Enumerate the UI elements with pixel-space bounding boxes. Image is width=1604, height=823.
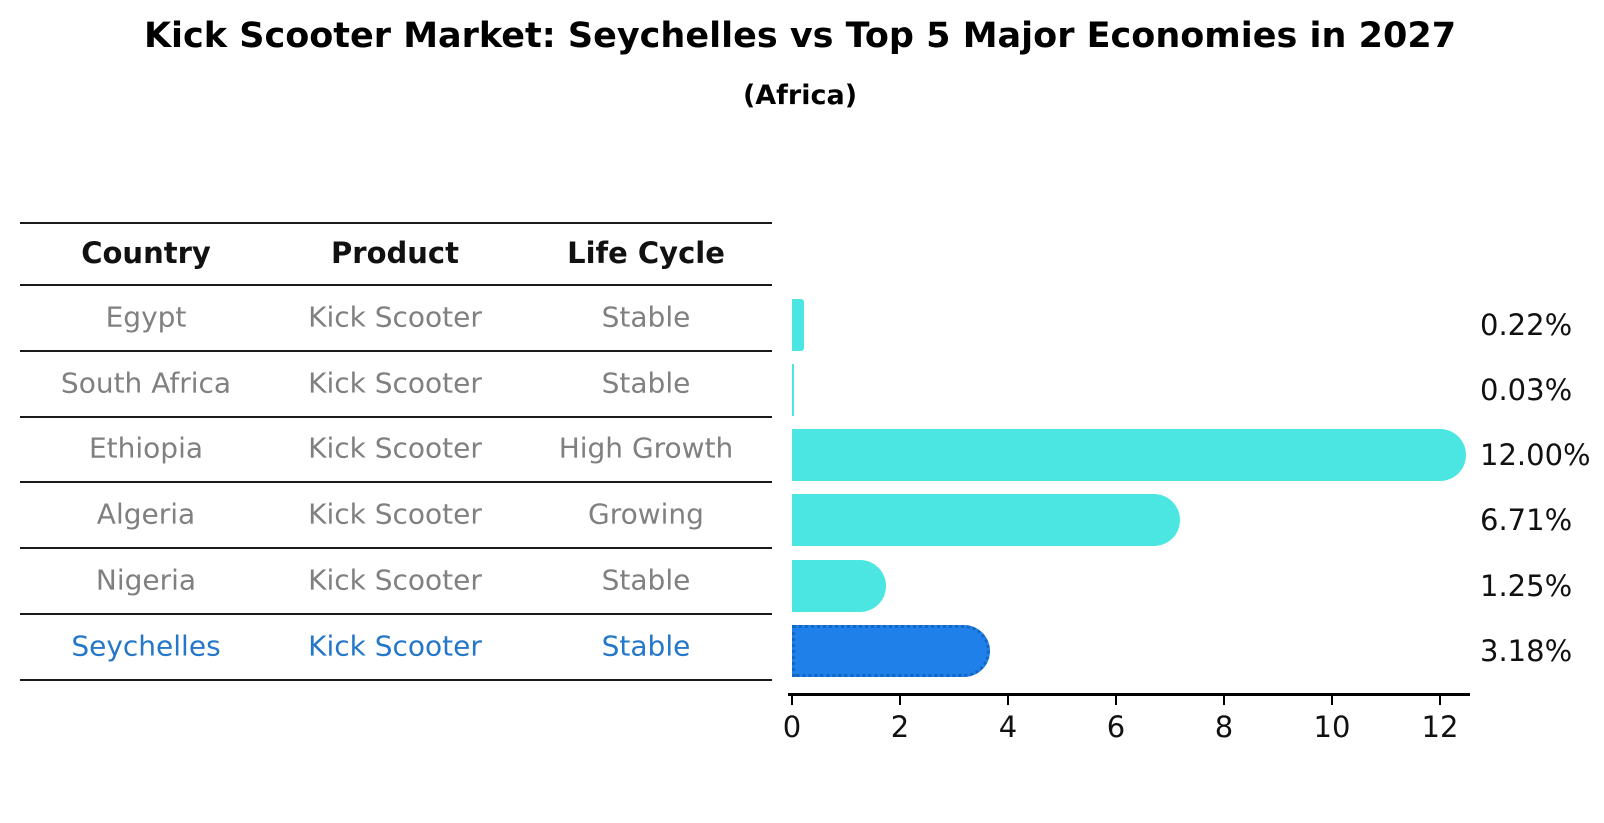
- table-cell-product: Kick Scooter: [308, 497, 482, 531]
- x-axis-tick-label: 0: [782, 710, 802, 744]
- table-cell-country: Seychelles: [71, 629, 221, 663]
- x-axis-tick: [1007, 694, 1009, 705]
- value-label-seychelles: 3.18%: [1480, 634, 1573, 668]
- table-cell-country: South Africa: [60, 366, 232, 400]
- table-cell-country: Egypt: [105, 300, 187, 334]
- table-cell-life-cycle: Stable: [601, 629, 691, 663]
- value-label-nigeria: 1.25%: [1480, 569, 1573, 603]
- x-axis-tick-label: 10: [1313, 710, 1351, 744]
- x-axis-tick-label: 8: [1214, 710, 1234, 744]
- bar-algeria: [792, 494, 1180, 546]
- table-cell-product: Kick Scooter: [308, 300, 482, 334]
- bar-ethiopia: [792, 429, 1466, 481]
- x-axis-line: [788, 693, 1470, 696]
- table-rule-line: [20, 350, 772, 352]
- table-rule-line: [20, 613, 772, 615]
- value-label-egypt: 0.22%: [1480, 308, 1573, 342]
- x-axis-tick-label: 4: [998, 710, 1018, 744]
- x-axis-tick: [1115, 694, 1117, 705]
- table-cell-country: Nigeria: [95, 563, 197, 597]
- x-axis-tick-label: 12: [1421, 710, 1459, 744]
- table-cell-life-cycle: Stable: [601, 366, 691, 400]
- chart-subtitle: (Africa): [742, 80, 858, 111]
- x-axis-tick: [899, 694, 901, 705]
- x-axis-tick-label: 6: [1106, 710, 1126, 744]
- table-cell-product: Kick Scooter: [308, 563, 482, 597]
- value-label-south-africa: 0.03%: [1480, 373, 1573, 407]
- chart-title: Kick Scooter Market: Seychelles vs Top 5…: [143, 16, 1457, 56]
- table-cell-life-cycle: Growing: [588, 497, 704, 531]
- value-label-ethiopia: 12.00%: [1480, 438, 1591, 472]
- table-rule-line: [20, 547, 772, 549]
- table-rule-line: [20, 416, 772, 418]
- table-header-country: Country: [81, 236, 211, 270]
- table-cell-life-cycle: Stable: [601, 300, 691, 334]
- bar-nigeria: [792, 560, 886, 612]
- table-cell-life-cycle: High Growth: [558, 431, 734, 465]
- table-cell-life-cycle: Stable: [601, 563, 691, 597]
- bar-south-africa: [792, 364, 794, 416]
- table-header-life-cycle: Life Cycle: [567, 236, 725, 270]
- table-cell-product: Kick Scooter: [308, 431, 482, 465]
- x-axis-tick: [791, 694, 793, 705]
- value-label-algeria: 6.71%: [1480, 503, 1573, 537]
- table-cell-product: Kick Scooter: [308, 366, 482, 400]
- table-cell-country: Algeria: [96, 497, 196, 531]
- table-header-product: Product: [331, 236, 459, 270]
- table-rule-line: [20, 222, 772, 224]
- table-cell-product: Kick Scooter: [308, 629, 482, 663]
- table-rule-line: [20, 481, 772, 483]
- bar-egypt: [792, 299, 804, 351]
- table-rule-line: [20, 284, 772, 286]
- x-axis-tick-label: 2: [890, 710, 910, 744]
- bar-seychelles: [792, 625, 990, 677]
- x-axis-tick: [1439, 694, 1441, 705]
- x-axis-tick: [1223, 694, 1225, 705]
- table-rule-line: [20, 679, 772, 681]
- table-cell-country: Ethiopia: [88, 431, 204, 465]
- x-axis-tick: [1331, 694, 1333, 705]
